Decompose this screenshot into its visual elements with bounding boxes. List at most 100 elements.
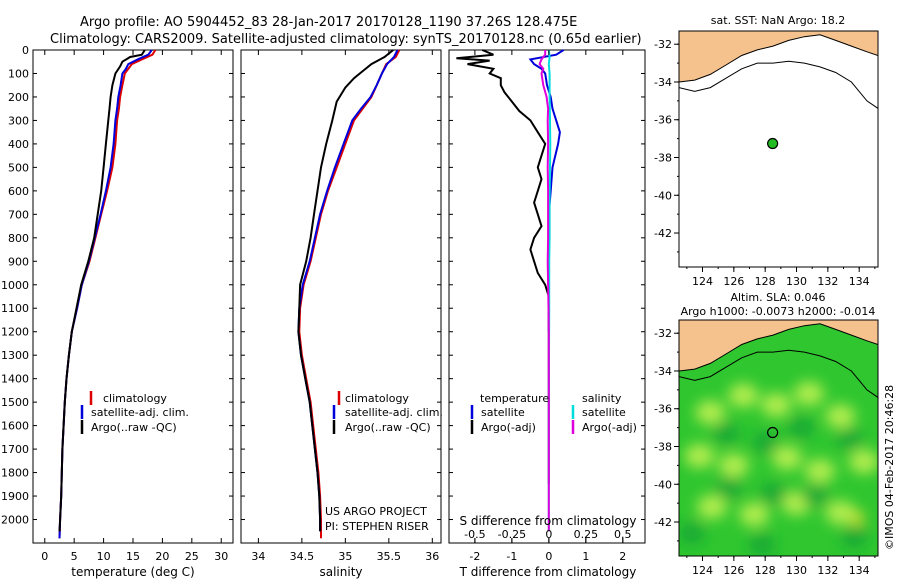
project-pi: PI: STEPHEN RISER bbox=[325, 520, 429, 533]
sla-low-patch bbox=[679, 522, 705, 545]
depth-tick-label: 1600 bbox=[1, 420, 29, 433]
lat-tick-label: -42 bbox=[654, 227, 672, 240]
s-tick-label: 0.25 bbox=[574, 528, 599, 541]
x-tick-label: 20 bbox=[155, 550, 169, 563]
sla-low-patch bbox=[749, 533, 776, 556]
depth-tick-label: 500 bbox=[8, 161, 29, 174]
x-tick-label: 34.5 bbox=[290, 550, 315, 563]
lon-tick-label: 126 bbox=[723, 275, 744, 288]
lon-tick-label: 124 bbox=[692, 275, 713, 288]
sla-high-patch bbox=[805, 459, 836, 484]
x-tick-label: 5 bbox=[71, 550, 78, 563]
lat-tick-label: -40 bbox=[654, 189, 672, 202]
series-line-temperature-argo-adj- bbox=[456, 49, 550, 485]
lat-tick-label: -36 bbox=[654, 403, 672, 416]
legend-label-satellite: satellite-adj. clim. bbox=[91, 406, 189, 419]
salinity-panel: 34 34.5 35 35.5 36 salinity climatology sate… bbox=[240, 49, 443, 579]
lon-tick-label: 130 bbox=[786, 564, 807, 577]
land-mass bbox=[679, 31, 878, 82]
x-tick-label: 15 bbox=[126, 550, 140, 563]
depth-tick-label: 1700 bbox=[1, 443, 29, 456]
sla-anomaly-field bbox=[679, 381, 878, 556]
imos-timestamp: ©IMOS 04-Feb-2017 20:46:28 bbox=[883, 385, 896, 550]
sst-map-panel: sat. SST: NaN Argo: 18.2 124 126 128 130 132… bbox=[654, 14, 879, 288]
legend-label-temp-satellite: satellite bbox=[481, 406, 525, 419]
lon-tick-label: 128 bbox=[755, 564, 776, 577]
lon-tick-label: 134 bbox=[849, 275, 870, 288]
depth-tick-label: 1000 bbox=[1, 279, 29, 292]
sla-high-patch bbox=[794, 381, 825, 406]
x-tick-label: 0 bbox=[545, 550, 552, 563]
temperature-panel: 0 5 10 15 20 25 30 0 100 200 300 400 500 600 700 800 90… bbox=[1, 44, 234, 579]
sla-low-patch bbox=[836, 427, 863, 450]
x-tick-label: -1 bbox=[506, 550, 517, 563]
x-tick-label: 35 bbox=[338, 550, 352, 563]
salinity-xlabel: salinity bbox=[319, 565, 362, 579]
temperature-xlabel: temperature (deg C) bbox=[71, 565, 194, 579]
lat-tick-label: -38 bbox=[654, 440, 672, 453]
sla-high-patch bbox=[728, 383, 759, 408]
depth-tick-label: 2000 bbox=[1, 514, 29, 527]
sla-low-patch bbox=[841, 526, 868, 549]
series-line-argo-raw-qc- bbox=[58, 49, 146, 532]
sla-high-patch bbox=[684, 443, 715, 468]
lat-tick-label: -32 bbox=[654, 38, 672, 51]
coastline bbox=[679, 34, 878, 83]
lon-tick-label: 128 bbox=[755, 275, 776, 288]
difference-panel: -2 -1 0 1 2 -0.5 -0.25 0 0.25 0.5 S difference fr… bbox=[448, 49, 646, 579]
legend-label-climatology: climatology bbox=[103, 392, 167, 405]
salinity-plot-frame bbox=[240, 49, 442, 544]
depth-tick-label: 800 bbox=[8, 232, 29, 245]
sla-high-patch bbox=[696, 494, 727, 519]
lat-tick-label: -38 bbox=[654, 151, 672, 164]
x-tick-label: 1 bbox=[582, 550, 589, 563]
depth-tick-label: 1500 bbox=[1, 396, 29, 409]
depth-tick-label: 400 bbox=[8, 138, 29, 151]
depth-tick-label: 1100 bbox=[1, 302, 29, 315]
legend-label-sal-satellite: satellite bbox=[582, 406, 626, 419]
temperature-plot-frame bbox=[32, 49, 234, 544]
s-tick-label: 0 bbox=[545, 528, 552, 541]
coastline bbox=[679, 323, 878, 372]
s-tick-label: -0.25 bbox=[498, 528, 526, 541]
sla-high-patch bbox=[739, 502, 770, 527]
lon-tick-label: 126 bbox=[723, 564, 744, 577]
lat-tick-label: -32 bbox=[654, 327, 672, 340]
sla-low-patch bbox=[752, 431, 779, 454]
legend-label-argo: Argo(..raw -QC) bbox=[91, 421, 177, 434]
depth-tick-label: 700 bbox=[8, 208, 29, 221]
lon-tick-label: 132 bbox=[817, 275, 838, 288]
sla-map-frame bbox=[678, 319, 879, 557]
legend-label-sal-argo: Argo(-adj) bbox=[582, 421, 637, 434]
depth-tick-label: 200 bbox=[8, 91, 29, 104]
sla-low-patch bbox=[713, 422, 740, 445]
s-difference-label: S difference from climatology bbox=[460, 514, 637, 528]
shelf-contour bbox=[679, 349, 878, 398]
sla-high-patch bbox=[848, 449, 878, 474]
sla-high-patch bbox=[825, 404, 856, 429]
lat-tick-label: -40 bbox=[654, 478, 672, 491]
lat-tick-label: -34 bbox=[654, 365, 672, 378]
x-tick-label: 0 bbox=[41, 550, 48, 563]
series-line-argo-raw-qc- bbox=[297, 49, 394, 532]
sla-low-patch bbox=[802, 484, 829, 507]
sla-map-panel: Altim. SLA: 0.046 Argo h1000: -0.0073 h2… bbox=[654, 291, 879, 577]
argo-float-marker bbox=[767, 137, 779, 150]
header-subtitle: Climatology: CARS2009. Satellite-adjuste… bbox=[50, 32, 642, 47]
depth-tick-label: 0 bbox=[22, 44, 29, 57]
legend-head-temperature: temperature bbox=[480, 392, 549, 405]
depth-tick-label: 600 bbox=[8, 185, 29, 198]
x-tick-label: 25 bbox=[185, 550, 199, 563]
sla-high-patch bbox=[718, 453, 749, 478]
x-tick-label: -2 bbox=[469, 550, 480, 563]
depth-tick-label: 100 bbox=[8, 67, 29, 80]
depth-tick-label: 1900 bbox=[1, 490, 29, 503]
difference-legend: temperature salinity satellite Argo(-adj… bbox=[470, 392, 637, 434]
lat-tick-label: -34 bbox=[654, 76, 672, 89]
sla-low-patch bbox=[760, 482, 787, 505]
land-mass bbox=[679, 320, 878, 371]
lat-tick-label: -42 bbox=[654, 516, 672, 529]
depth-tick-label: 1300 bbox=[1, 349, 29, 362]
temperature-legend: climatology satellite-adj. clim. Argo(..… bbox=[80, 391, 189, 434]
sla-high-patch bbox=[772, 445, 803, 470]
